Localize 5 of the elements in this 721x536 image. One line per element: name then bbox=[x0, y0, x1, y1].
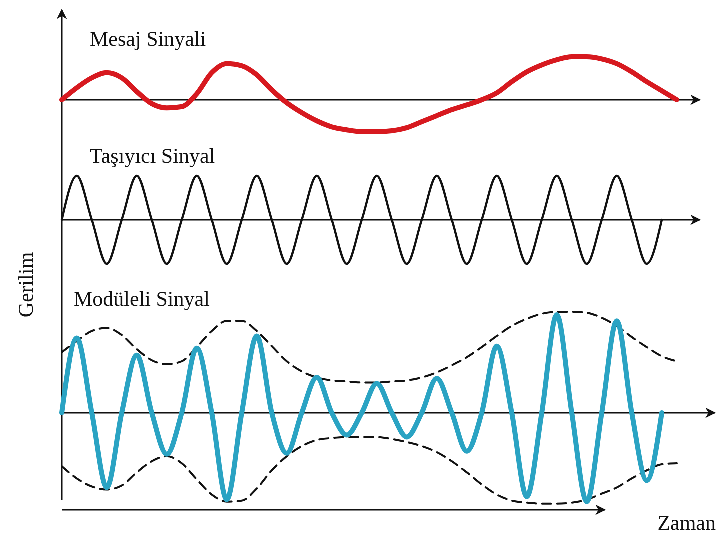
x-axis-title: Zaman bbox=[658, 511, 716, 535]
y-axis-title: Gerilim bbox=[14, 252, 38, 318]
chart-title: Modüleli Sinyal bbox=[74, 287, 210, 311]
chart-title: Mesaj Sinyali bbox=[90, 27, 206, 51]
chart-title: Taşıyıcı Sinyal bbox=[90, 144, 216, 168]
